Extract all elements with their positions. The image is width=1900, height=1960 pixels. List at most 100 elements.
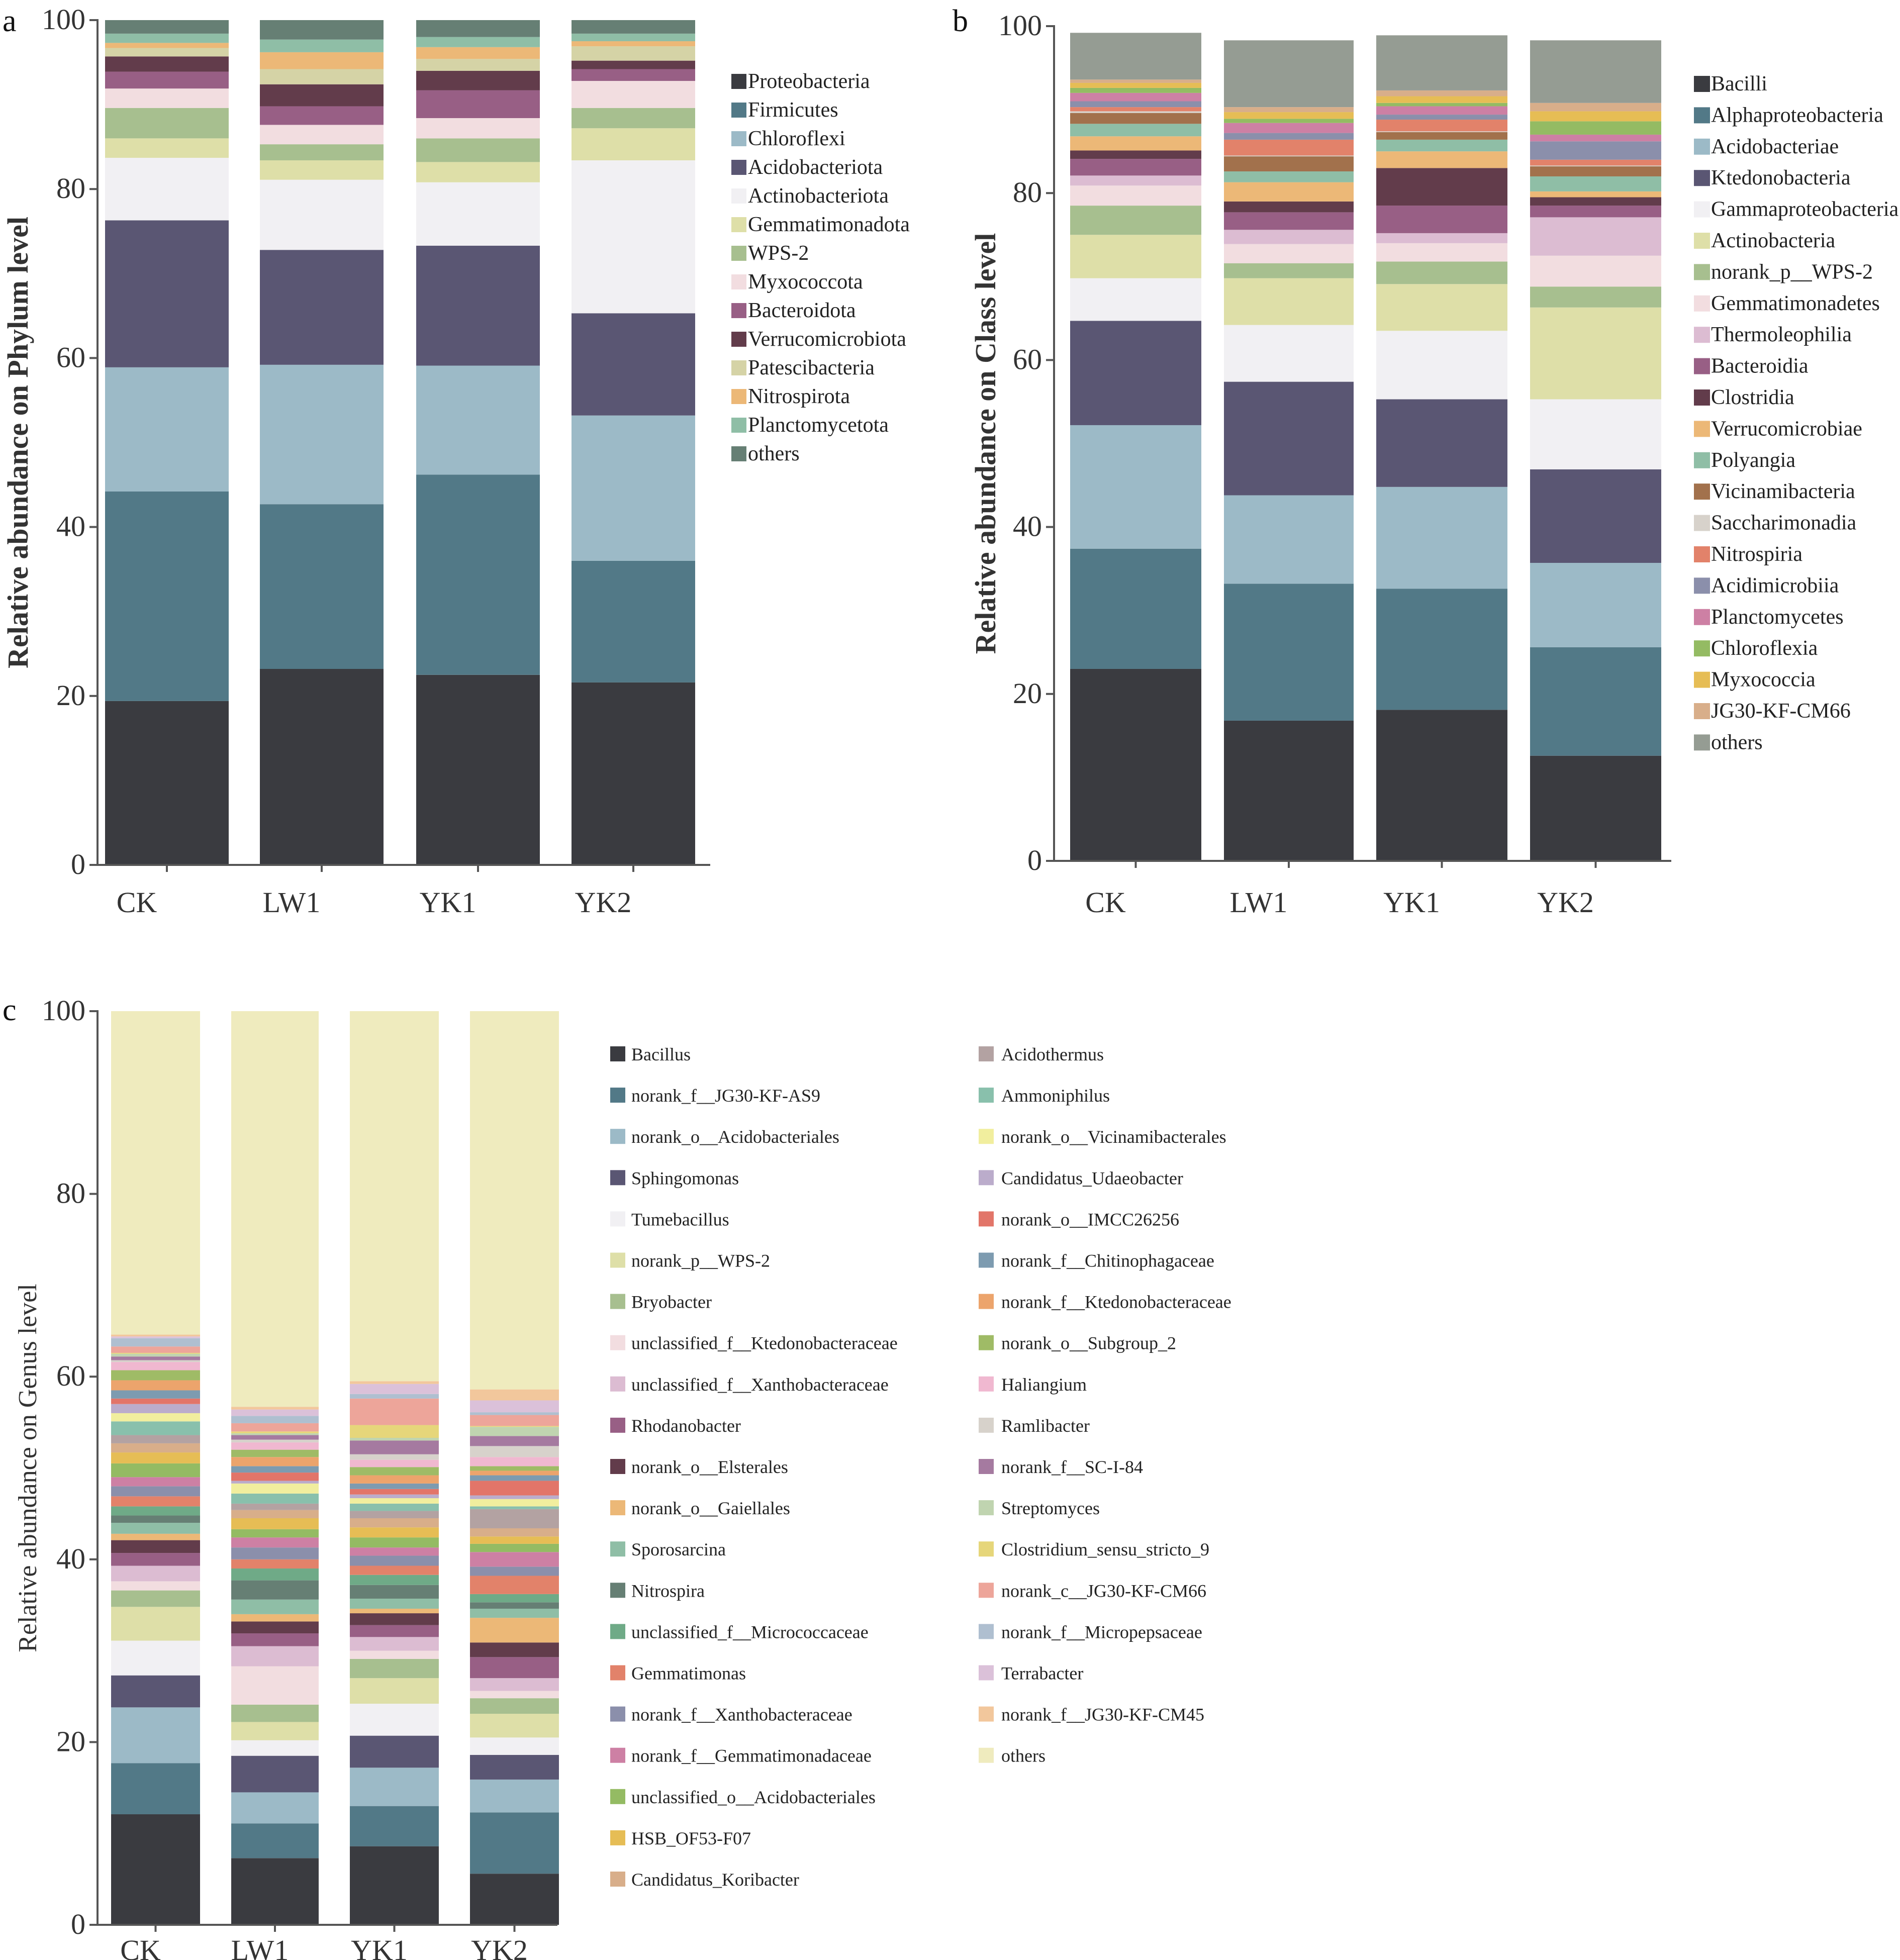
bar-segment (1376, 35, 1507, 90)
bar-segment (572, 108, 695, 129)
legend-swatch (610, 1046, 625, 1061)
legend-label: Planctomycetes (1711, 606, 1844, 629)
bar-segment (350, 1658, 439, 1679)
bar-segment (111, 1515, 200, 1523)
legend-label: Bacteroidia (1711, 355, 1809, 378)
bar-segment (231, 1481, 319, 1484)
bar-segment (1070, 82, 1201, 88)
bar-segment (1070, 668, 1201, 861)
bar-segment (111, 1336, 200, 1338)
bar-segment (350, 1494, 439, 1498)
legend-item: Proteobacteria (731, 70, 870, 93)
bar-segment (111, 1390, 200, 1399)
bar-segment (470, 1602, 559, 1609)
bar-segment (1530, 191, 1661, 198)
panel-label: c (3, 993, 17, 1027)
bar-segment (416, 162, 540, 182)
bar-segment (1376, 106, 1507, 115)
legend-swatch (979, 1046, 994, 1061)
bar-segment (470, 1737, 559, 1755)
legend-label: others (748, 442, 800, 465)
bar-segment (231, 1431, 319, 1433)
bar-segment (111, 1443, 200, 1453)
legend-item: others (979, 1746, 1046, 1766)
legend-item: Nitrospirota (731, 385, 850, 408)
legend-item: norank_f__Chitinophagaceae (979, 1251, 1214, 1271)
bar-segment (260, 160, 384, 180)
bar-segment (350, 1608, 439, 1614)
legend-item: Myxococcia (1694, 668, 1816, 692)
legend-item: Saccharimonadia (1694, 512, 1857, 535)
y-tick-label: 60 (1013, 343, 1042, 375)
legend-item: Acidobacteriota (731, 156, 883, 179)
bar-segment (350, 1768, 439, 1806)
legend-swatch (1694, 264, 1710, 280)
bar-segment (572, 41, 695, 47)
bar-segment (1070, 235, 1201, 278)
legend-label: Chloroflexi (748, 127, 845, 150)
bar-segment (1530, 647, 1661, 756)
x-tick-label: YK1 (351, 1934, 408, 1960)
legend-label: Polyangia (1711, 449, 1795, 472)
bar-segment (1530, 197, 1661, 206)
legend-label: Tumebacillus (631, 1209, 729, 1229)
legend-label: Acidimicrobiia (1711, 574, 1839, 597)
legend-item: unclassified_f__Micrococcaceae (610, 1622, 869, 1642)
bar-segment (470, 1874, 559, 1925)
bar-segment (572, 60, 695, 69)
legend-label: Gammaproteobacteria (1711, 198, 1898, 221)
legend-item: Rhodanobacter (610, 1416, 741, 1436)
legend-swatch (610, 1335, 625, 1350)
bar-segment (1530, 307, 1661, 400)
bar-segment (470, 1499, 559, 1507)
legend-swatch (1694, 76, 1710, 92)
bar-segment (105, 701, 229, 865)
legend-label: Bacteroidota (748, 299, 856, 322)
legend-label: Acidobacteriae (1711, 135, 1839, 158)
bar-segment (1070, 33, 1201, 80)
y-tick-label: 40 (56, 510, 85, 543)
bar-segment (1376, 233, 1507, 243)
legend-label: Proteobacteria (748, 70, 870, 93)
bar-segment (416, 674, 540, 865)
legend-swatch (610, 1088, 625, 1103)
bar-segment (1376, 399, 1507, 487)
bar-segment (1224, 583, 1354, 721)
bar-segment (231, 1722, 319, 1740)
bar-segment (350, 1704, 439, 1736)
bar-segment (1376, 103, 1507, 107)
bar-segment (1530, 141, 1661, 160)
legend-item: norank_f__Ktedonobacteraceae (979, 1292, 1231, 1312)
legend-label: Ammoniphilus (1001, 1086, 1110, 1106)
legend-label: Ktedonobacteria (1711, 166, 1851, 189)
legend-swatch (610, 1129, 625, 1144)
legend-swatch (979, 1706, 994, 1722)
stacked-bar-YK2 (470, 1011, 559, 1925)
legend-swatch (1694, 295, 1710, 312)
bar-segment (260, 106, 384, 125)
legend-item: WPS-2 (731, 242, 809, 265)
bar-segment (350, 1459, 439, 1467)
legend-label: norank_o__Subgroup_2 (1001, 1333, 1176, 1353)
legend-swatch (610, 1583, 625, 1598)
bar-segment (111, 1607, 200, 1641)
bar-segment (111, 1334, 200, 1337)
bar-segment (1224, 112, 1354, 119)
legend-swatch (731, 74, 746, 89)
y-axis-title: Relative abundance on Genus level (14, 1284, 42, 1652)
bar-segment (231, 1466, 319, 1473)
bar-segment (1530, 103, 1661, 112)
legend-swatch (979, 1170, 994, 1186)
bar-segment (231, 1755, 319, 1793)
bar-segment (1376, 96, 1507, 103)
legend-item: Ammoniphilus (979, 1086, 1110, 1106)
y-tick-label: 60 (56, 341, 85, 373)
legend-swatch (731, 303, 746, 318)
legend-swatch (979, 1747, 994, 1763)
bar-segment (1224, 133, 1354, 140)
legend-label: Actinobacteria (1711, 229, 1836, 252)
bar-segment (1224, 325, 1354, 382)
legend-label: Actinobacteriota (748, 184, 889, 208)
legend-swatch (1694, 609, 1710, 625)
stacked-bar-CK (111, 1011, 200, 1925)
